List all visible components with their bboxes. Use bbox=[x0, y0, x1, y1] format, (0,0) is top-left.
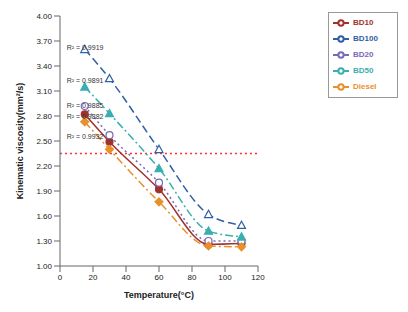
svg-text:1.60: 1.60 bbox=[36, 212, 52, 221]
svg-text:2.50: 2.50 bbox=[36, 137, 52, 146]
html-text:Diesel: Diesel bbox=[353, 82, 377, 92]
svg-text:40: 40 bbox=[122, 273, 131, 282]
svg-text:2.80: 2.80 bbox=[36, 112, 52, 121]
html-text:BD50: BD50 bbox=[353, 66, 374, 76]
svg-text:1.90: 1.90 bbox=[36, 187, 52, 196]
svg-text:R² = 0.9932: R² = 0.9932 bbox=[67, 133, 104, 140]
svg-text:1.30: 1.30 bbox=[36, 237, 52, 246]
svg-text:R² = 0.9919: R² = 0.9919 bbox=[67, 44, 104, 51]
svg-text:0: 0 bbox=[58, 273, 63, 282]
svg-text:3.70: 3.70 bbox=[36, 37, 52, 46]
svg-text:60: 60 bbox=[155, 273, 164, 282]
svg-text:1.00: 1.00 bbox=[36, 262, 52, 271]
svg-text:100: 100 bbox=[218, 273, 232, 282]
svg-text:Temperature(°C): Temperature(°C) bbox=[124, 290, 194, 300]
svg-text:3.40: 3.40 bbox=[36, 62, 52, 71]
svg-text:80: 80 bbox=[188, 273, 197, 282]
html-text:BD100: BD100 bbox=[353, 34, 378, 44]
svg-text:20: 20 bbox=[89, 273, 98, 282]
svg-text:Kinematic viscosity(mm²/s): Kinematic viscosity(mm²/s) bbox=[15, 83, 25, 200]
svg-text:4.00: 4.00 bbox=[36, 12, 52, 21]
svg-text:3.10: 3.10 bbox=[36, 87, 52, 96]
html-text:BD20: BD20 bbox=[353, 50, 374, 60]
svg-text:R² = 0.9885: R² = 0.9885 bbox=[67, 102, 104, 109]
svg-text:R² = 0.9891: R² = 0.9891 bbox=[67, 77, 104, 84]
svg-text:R² = 0.9882: R² = 0.9882 bbox=[67, 113, 104, 120]
svg-text:120: 120 bbox=[251, 273, 265, 282]
svg-text:2.20: 2.20 bbox=[36, 162, 52, 171]
html-text:BD10: BD10 bbox=[353, 18, 374, 28]
